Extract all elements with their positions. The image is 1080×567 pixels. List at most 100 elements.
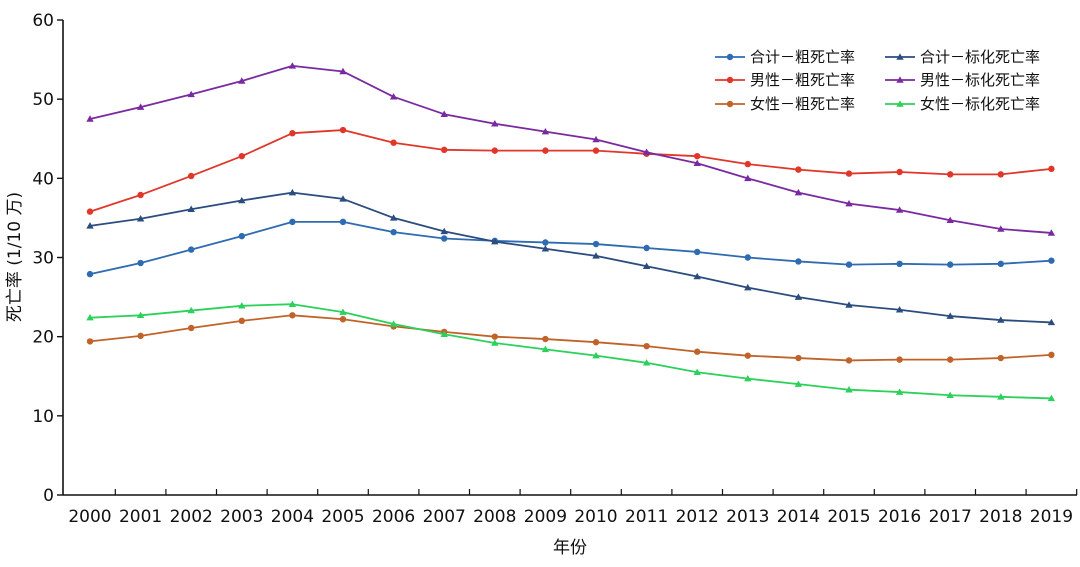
data-point <box>643 244 650 252</box>
data-point <box>86 222 94 229</box>
data-point <box>592 135 600 143</box>
y-tick-label: 60 <box>32 11 54 31</box>
y-ticks: 0 10 20 30 40 50 60 <box>32 11 63 506</box>
x-tick-label: 2019 <box>1030 507 1073 527</box>
data-point <box>188 172 195 180</box>
data-point <box>288 188 297 196</box>
series-group <box>86 62 1056 236</box>
data-point <box>896 100 904 107</box>
data-point <box>389 320 398 327</box>
data-point <box>541 127 550 135</box>
data-point <box>339 195 347 202</box>
data-point <box>491 120 499 127</box>
data-point <box>726 76 734 84</box>
data-point <box>694 152 701 160</box>
data-point <box>693 272 701 280</box>
data-point <box>137 259 144 267</box>
data-point <box>339 126 347 134</box>
data-point <box>592 339 600 346</box>
data-point <box>86 338 94 345</box>
data-point <box>238 77 246 84</box>
data-point <box>896 260 903 268</box>
legend-label: 男性－标化死亡率 <box>920 71 1040 89</box>
y-tick-label: 20 <box>32 328 54 348</box>
data-point <box>946 312 954 319</box>
data-point <box>642 148 651 155</box>
x-tick-label: 2017 <box>929 507 972 527</box>
data-point <box>289 130 296 137</box>
data-point <box>1048 257 1055 264</box>
data-point <box>542 239 549 246</box>
data-point <box>187 306 195 314</box>
legend-label: 女性－粗死亡率 <box>750 95 855 113</box>
data-point <box>491 147 498 154</box>
data-point <box>238 152 245 160</box>
data-point <box>440 227 448 235</box>
data-point <box>86 208 94 215</box>
data-point <box>896 168 903 176</box>
data-point <box>86 115 94 122</box>
data-point <box>491 333 498 340</box>
data-point <box>795 166 802 173</box>
data-point <box>592 351 600 359</box>
data-point <box>744 283 752 291</box>
data-point <box>947 356 954 363</box>
data-point <box>726 100 734 108</box>
data-point <box>86 270 94 278</box>
data-point <box>795 258 802 265</box>
data-point <box>136 215 145 222</box>
data-point <box>389 214 398 221</box>
data-point <box>137 332 144 340</box>
data-point <box>389 93 398 100</box>
data-point <box>1048 351 1055 359</box>
data-point <box>946 391 954 399</box>
legend-label: 女性－标化死亡率 <box>920 95 1040 113</box>
series-group <box>86 126 1055 215</box>
y-tick-label: 30 <box>32 249 54 269</box>
data-point <box>997 393 1005 400</box>
data-point <box>997 354 1004 362</box>
data-point <box>845 357 853 364</box>
legend-item: 男性－标化死亡率 <box>885 71 1040 89</box>
data-point <box>1047 318 1056 326</box>
series-line <box>89 303 1052 400</box>
data-point <box>845 199 853 207</box>
data-point <box>136 311 145 319</box>
data-point <box>794 293 803 300</box>
data-point <box>188 246 195 253</box>
data-point <box>86 313 94 321</box>
data-point <box>693 159 701 167</box>
x-tick-label: 2003 <box>220 507 263 527</box>
data-point <box>845 386 853 393</box>
series-line <box>89 129 1052 213</box>
series-group <box>86 218 1055 278</box>
data-point <box>137 191 144 199</box>
legend-item: 女性－粗死亡率 <box>715 95 855 113</box>
data-point <box>744 374 752 382</box>
x-axis-title: 年份 <box>553 538 587 558</box>
x-tick-label: 2001 <box>119 507 162 527</box>
data-point <box>440 110 448 117</box>
data-point <box>946 216 954 224</box>
data-point <box>491 339 499 346</box>
data-point <box>289 218 296 226</box>
data-point <box>491 237 499 245</box>
x-tick-label: 2002 <box>170 507 213 527</box>
data-point <box>288 300 297 307</box>
x-tick-label: 2005 <box>321 507 364 527</box>
x-tick-label: 2009 <box>524 507 567 527</box>
data-point <box>845 170 853 177</box>
data-point <box>339 316 347 323</box>
y-tick-label: 0 <box>43 486 54 506</box>
data-point <box>794 380 803 387</box>
data-point <box>896 356 903 363</box>
data-point <box>947 171 954 178</box>
data-point <box>187 90 195 98</box>
legend-label: 合计－标化死亡率 <box>920 48 1040 66</box>
legend-item: 合计－标化死亡率 <box>885 48 1040 66</box>
data-point <box>390 139 397 146</box>
data-point <box>592 147 600 154</box>
data-point <box>238 232 245 240</box>
